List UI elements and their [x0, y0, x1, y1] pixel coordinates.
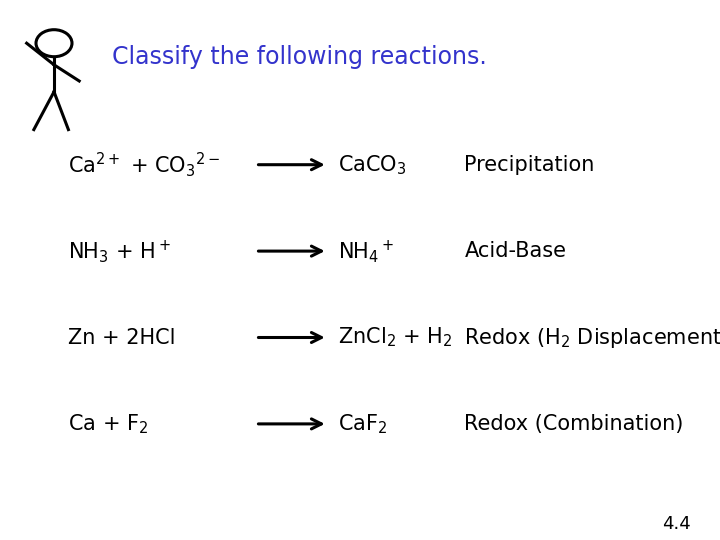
Text: CaF$_2$: CaF$_2$ — [338, 412, 388, 436]
Text: Redox (H$_2$ Displacement): Redox (H$_2$ Displacement) — [464, 326, 720, 349]
Text: Acid-Base: Acid-Base — [464, 241, 567, 261]
Text: Zn + 2HCl: Zn + 2HCl — [68, 327, 176, 348]
Text: NH$_3$ + H$^+$: NH$_3$ + H$^+$ — [68, 238, 171, 265]
Text: Ca$^{2+}$ + CO$_3$$^{2-}$: Ca$^{2+}$ + CO$_3$$^{2-}$ — [68, 150, 221, 179]
Text: Precipitation: Precipitation — [464, 154, 595, 175]
Text: Classify the following reactions.: Classify the following reactions. — [112, 45, 486, 69]
Text: NH$_4$$^+$: NH$_4$$^+$ — [338, 238, 395, 265]
Text: Redox (Combination): Redox (Combination) — [464, 414, 684, 434]
Text: CaCO$_3$: CaCO$_3$ — [338, 153, 407, 177]
Text: ZnCl$_2$ + H$_2$: ZnCl$_2$ + H$_2$ — [338, 326, 453, 349]
Text: Ca + F$_2$: Ca + F$_2$ — [68, 412, 148, 436]
Text: 4.4: 4.4 — [662, 515, 691, 533]
